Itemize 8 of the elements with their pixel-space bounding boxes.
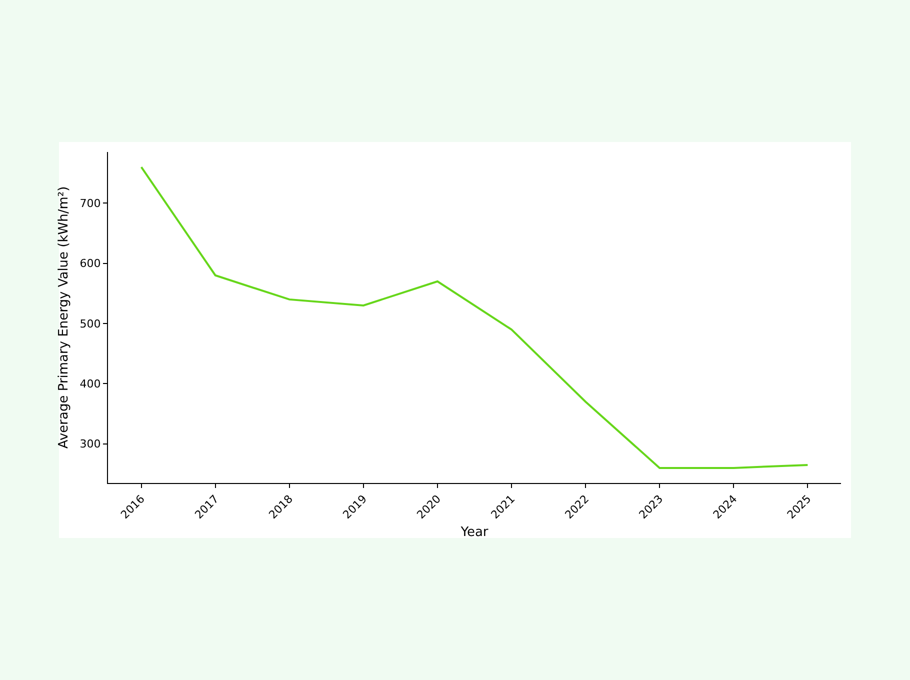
line-series [140,166,809,469]
y-tick-label: 400 [80,378,101,391]
y-tick-label: 600 [80,257,101,270]
y-tick-label: 300 [80,438,101,451]
x-axis-title: Year [460,525,489,540]
y-tick-label: 700 [80,197,101,210]
y-tick-label: 500 [80,317,101,330]
y-axis-title: Average Primary Energy Value (kWh/m²) [56,186,72,449]
